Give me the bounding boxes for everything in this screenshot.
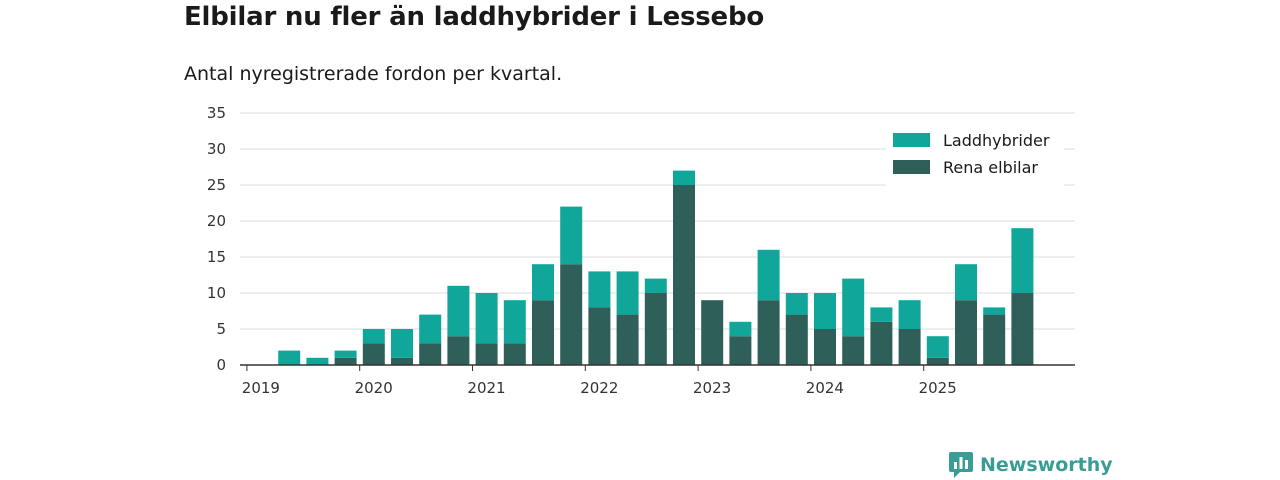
bar-laddhybrider — [926, 336, 949, 358]
legend-swatch-laddhybrider — [893, 133, 930, 147]
bar-laddhybrider — [362, 329, 385, 344]
y-tick-label: 10 — [207, 284, 226, 302]
bar-rena-elbilar — [419, 343, 442, 365]
bar-laddhybrider — [278, 350, 301, 365]
y-tick-label: 25 — [207, 176, 226, 194]
y-tick-label: 15 — [207, 248, 226, 266]
x-tick-label: 2020 — [355, 379, 393, 397]
y-tick-label: 20 — [207, 212, 226, 230]
x-tick-label: 2024 — [806, 379, 844, 397]
bar-laddhybrider — [503, 300, 526, 344]
bar-rena-elbilar — [955, 300, 977, 365]
bar-rena-elbilar — [842, 336, 865, 365]
bar-rena-elbilar — [447, 336, 470, 365]
newsworthy-icon — [949, 452, 973, 478]
chart-title: Elbilar nu fler än laddhybrider i Lesseb… — [184, 2, 765, 32]
bar-rena-elbilar — [588, 307, 611, 365]
bar-laddhybrider — [532, 264, 554, 301]
bar-laddhybrider — [588, 271, 611, 308]
bar-rena-elbilar — [729, 336, 752, 365]
bar-rena-elbilar — [560, 264, 583, 365]
bar-laddhybrider — [955, 264, 977, 301]
bar-laddhybrider — [983, 307, 1006, 315]
bar-laddhybrider — [447, 285, 470, 337]
bar-laddhybrider — [785, 293, 808, 315]
bar-laddhybrider — [729, 321, 752, 337]
bar-laddhybrider — [644, 278, 667, 293]
chart-subtitle: Antal nyregistrerade fordon per kvartal. — [184, 63, 563, 85]
bar-rena-elbilar — [701, 300, 724, 365]
bar-rena-elbilar — [334, 357, 357, 365]
bar-rena-elbilar — [673, 185, 695, 365]
bar-rena-elbilar — [785, 314, 808, 365]
y-tick-label: 30 — [207, 140, 226, 158]
bar-rena-elbilar — [391, 357, 413, 365]
bars — [278, 170, 1034, 365]
bar-laddhybrider — [475, 293, 498, 344]
bar-laddhybrider — [870, 307, 893, 322]
x-axis-ticks: 2019 2020 2021 2022 2023 2024 2025 — [242, 365, 957, 397]
bar-rena-elbilar — [475, 343, 498, 365]
newsworthy-logo[interactable]: Newsworthy — [948, 450, 1113, 480]
bar-laddhybrider — [560, 206, 583, 265]
bar-laddhybrider — [757, 249, 780, 301]
bar-rena-elbilar — [532, 300, 554, 365]
bar-laddhybrider — [616, 271, 639, 315]
brand-name: Newsworthy — [980, 454, 1113, 476]
bar-rena-elbilar — [926, 357, 949, 365]
bar-laddhybrider — [814, 293, 836, 329]
bar-rena-elbilar — [1011, 293, 1034, 365]
bar-laddhybrider — [391, 329, 413, 358]
y-tick-label: 35 — [207, 104, 226, 122]
bar-laddhybrider — [306, 357, 329, 365]
bar-laddhybrider — [673, 170, 695, 185]
x-tick-label: 2023 — [693, 379, 731, 397]
legend: Laddhybrider Rena elbilar — [886, 124, 1064, 186]
bar-laddhybrider — [419, 314, 442, 344]
bar-rena-elbilar — [983, 314, 1006, 365]
bar-rena-elbilar — [814, 329, 836, 365]
bar-rena-elbilar — [616, 314, 639, 365]
legend-label-rena-elbilar: Rena elbilar — [943, 158, 1038, 177]
y-axis-ticks: 0 5 10 15 20 25 30 35 — [207, 104, 226, 374]
bar-rena-elbilar — [362, 343, 385, 365]
bar-rena-elbilar — [644, 293, 667, 365]
bar-laddhybrider — [842, 278, 865, 337]
bar-rena-elbilar — [757, 300, 780, 365]
y-tick-label: 0 — [216, 356, 226, 374]
x-tick-label: 2019 — [242, 379, 280, 397]
bar-laddhybrider — [1011, 228, 1034, 293]
x-tick-label: 2025 — [919, 379, 957, 397]
legend-swatch-rena-elbilar — [893, 160, 930, 174]
legend-label-laddhybrider: Laddhybrider — [943, 131, 1050, 150]
x-tick-label: 2021 — [467, 379, 505, 397]
bar-laddhybrider — [898, 300, 921, 329]
bar-rena-elbilar — [870, 321, 893, 365]
bar-laddhybrider — [334, 350, 357, 358]
bar-rena-elbilar — [898, 329, 921, 365]
x-tick-label: 2022 — [580, 379, 618, 397]
y-tick-label: 5 — [216, 320, 226, 338]
bar-rena-elbilar — [503, 343, 526, 365]
